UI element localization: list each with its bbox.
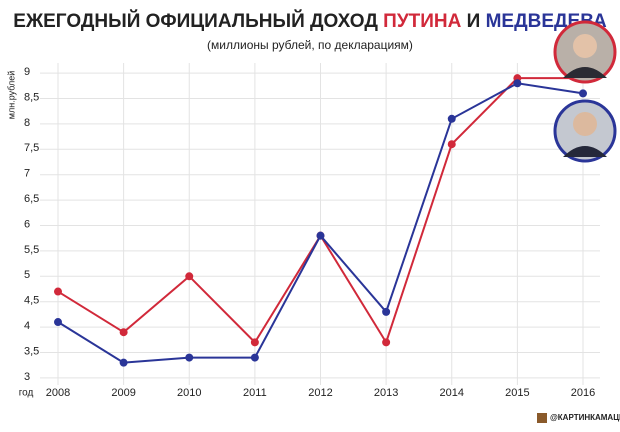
plot: 3 3,5 4 4,5 5 5,5 6 6,5 7 7,5 8 8,5 9 2008 2009 2010 201… — [24, 63, 600, 399]
x-tick-label: 2015 — [505, 387, 529, 399]
photo-putin — [553, 20, 617, 84]
face — [573, 34, 597, 58]
x-tick-label: 2009 — [111, 387, 135, 399]
data-point — [119, 358, 128, 367]
y-tick-label: 4 — [24, 320, 30, 332]
y-tick-label: 6,5 — [24, 193, 39, 205]
credit-icon — [537, 413, 547, 423]
title-start: ЕЖЕГОДНЫЙ ОФИЦИАЛЬНЫЙ ДОХОД — [13, 10, 378, 32]
x-tick-label: 2012 — [308, 387, 332, 399]
y-tick-label: 8 — [24, 117, 30, 129]
photo-medvedev — [553, 99, 617, 163]
x-tick-label: 2016 — [571, 387, 595, 399]
data-point — [54, 318, 62, 327]
y-tick-label: 7,5 — [24, 142, 39, 154]
credit: @КАРТИНКАМАЦИЯ — [550, 413, 620, 422]
x-tick-label: 2011 — [243, 387, 267, 399]
x-axis-label: год — [19, 388, 34, 399]
suit — [563, 67, 607, 78]
y-axis-label: млн.рублей — [6, 71, 16, 119]
y-tick-label: 8,5 — [24, 91, 39, 103]
data-point — [316, 231, 325, 240]
x-tick-label: 2008 — [46, 387, 70, 399]
subtitle: (миллионы рублей, по декларациям) — [207, 38, 413, 52]
x-tick-label: 2013 — [374, 387, 398, 399]
y-tick-label: 5 — [24, 269, 30, 281]
data-point — [250, 338, 259, 347]
x-tick-label: 2010 — [177, 387, 201, 399]
data-point — [54, 287, 62, 296]
y-tick-label: 4,5 — [24, 295, 39, 307]
y-tick-label: 3,5 — [24, 345, 39, 357]
data-point — [119, 328, 128, 337]
data-point — [382, 338, 391, 347]
chart-title: ЕЖЕГОДНЫЙ ОФИЦИАЛЬНЫЙ ДОХОД ПУТИНА И МЕД… — [13, 10, 607, 32]
data-point — [447, 140, 456, 149]
face — [573, 112, 597, 136]
data-point — [250, 353, 259, 362]
y-tick-label: 6 — [24, 218, 30, 230]
title-series: ПУТИНА — [383, 11, 461, 32]
data-point — [579, 89, 587, 98]
y-tick-label: 7 — [24, 168, 30, 180]
x-tick-label: 2014 — [440, 387, 464, 399]
data-point — [185, 272, 194, 281]
title-and: И — [467, 11, 481, 32]
suit — [563, 146, 607, 157]
y-tick-label: 9 — [24, 66, 30, 78]
data-point — [447, 114, 456, 123]
data-point — [382, 307, 391, 316]
data-point — [185, 353, 194, 362]
y-tick-label: 3 — [24, 371, 30, 383]
data-point — [513, 79, 522, 88]
y-tick-label: 5,5 — [24, 244, 39, 256]
